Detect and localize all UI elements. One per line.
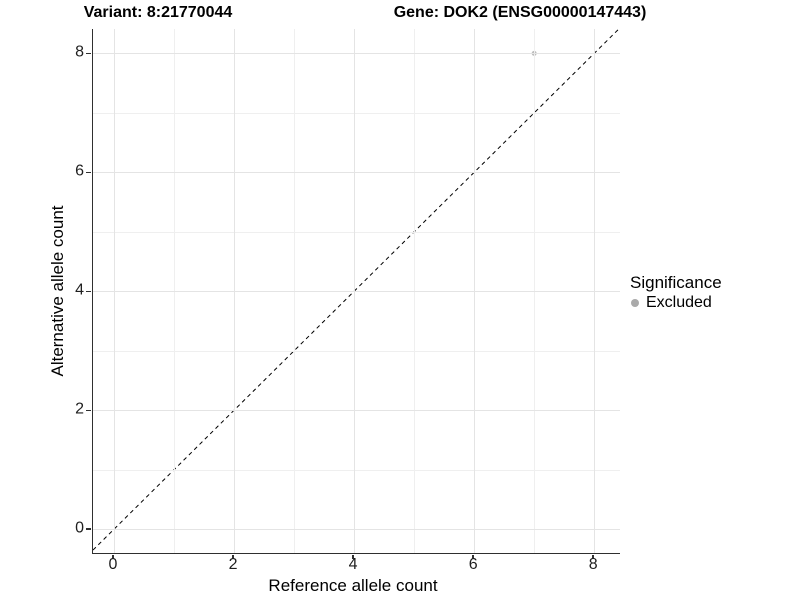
y-tick-mark: [86, 528, 91, 530]
legend-point-icon: [631, 298, 639, 307]
x-tick-mark: [232, 554, 234, 559]
plot-title-variant: Variant: 8:21770044: [83, 4, 233, 21]
x-tick-label: 0: [108, 556, 118, 573]
x-tick-mark: [112, 554, 114, 559]
y-tick-label: 8: [75, 44, 84, 62]
gridline-horizontal-minor: [93, 350, 620, 352]
y-tick-mark: [86, 290, 91, 293]
gridline-horizontal-major: [93, 529, 620, 531]
legend: Significance Excluded: [630, 273, 722, 311]
legend-item-excluded: Excluded: [630, 294, 722, 311]
x-tick-label: 6: [468, 556, 478, 573]
gridline-horizontal-minor: [93, 112, 620, 114]
legend-item-label: Excluded: [646, 294, 712, 311]
plot-title-gene: Gene: DOK2 (ENSG00000147443): [393, 4, 647, 21]
gridline-vertical-minor: [414, 29, 416, 553]
gridline-horizontal-major: [93, 410, 620, 412]
gridline-horizontal-minor: [93, 231, 620, 233]
y-tick-label: 4: [75, 281, 84, 299]
gridline-horizontal-major: [93, 172, 620, 174]
x-tick-label: 2: [228, 556, 238, 573]
gridline-vertical-major: [114, 29, 115, 553]
gridline-vertical-major: [474, 29, 476, 553]
x-tick-label: 4: [348, 556, 358, 573]
x-tick-mark: [592, 554, 594, 559]
gridline-horizontal-minor: [93, 469, 620, 471]
gridline-vertical-minor: [294, 29, 296, 553]
gridline-vertical-major: [594, 29, 596, 553]
legend-title: Significance: [630, 273, 722, 292]
y-tick-label: 0: [75, 519, 84, 537]
y-tick-mark: [86, 171, 91, 174]
gridline-vertical-major: [354, 29, 356, 553]
x-tick-mark: [472, 554, 474, 559]
y-tick-label: 2: [75, 400, 84, 418]
plot-panel: [92, 29, 620, 554]
y-tick-mark: [86, 52, 91, 55]
x-tick-label: 8: [588, 556, 598, 573]
y-tick-mark: [86, 409, 91, 411]
gridline-vertical-minor: [174, 29, 176, 553]
identity-dashed-line: [93, 29, 620, 551]
gridline-horizontal-major: [93, 291, 620, 293]
x-tick-mark: [352, 554, 354, 559]
gridline-vertical-major: [234, 29, 236, 553]
y-tick-label: 6: [75, 162, 84, 180]
y-axis-title: Alternative allele count: [48, 205, 67, 377]
gridline-horizontal-major: [93, 53, 620, 55]
x-axis-title: Reference allele count: [268, 576, 438, 595]
gridline-vertical-minor: [534, 29, 536, 553]
